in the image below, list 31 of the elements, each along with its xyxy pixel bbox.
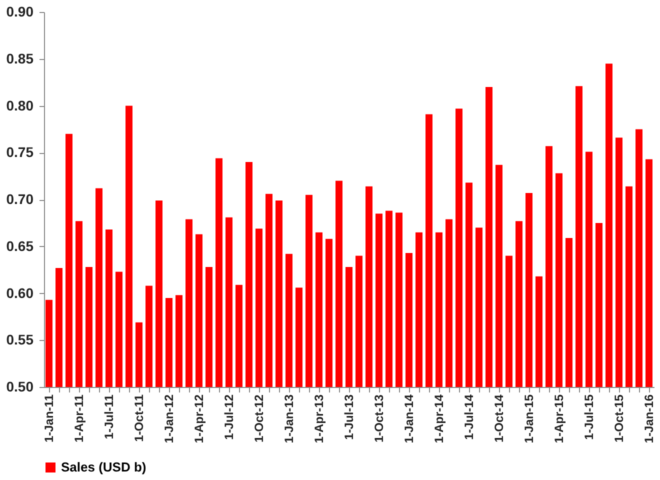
y-tick-label: 0.75 <box>6 144 34 160</box>
x-tick-label: 1-Jul-11 <box>102 394 116 440</box>
x-tick-label: 1-Apr-12 <box>192 394 206 444</box>
x-tick-label: 1-Jan-11 <box>42 394 56 443</box>
x-tick-label: 1-Jul-14 <box>462 394 476 440</box>
x-tick-label: 1-Jan-16 <box>642 394 656 444</box>
x-tick-label: 1-Jan-12 <box>162 394 176 444</box>
x-tick-label: 1-Oct-12 <box>252 394 266 443</box>
y-tick-label: 0.80 <box>6 97 34 114</box>
y-tick-label: 0.65 <box>6 238 34 254</box>
y-tick-label: 0.70 <box>6 191 34 207</box>
x-tick-label: 1-Apr-13 <box>312 394 326 444</box>
x-tick-label: 1-Apr-15 <box>552 394 566 444</box>
x-tick-label: 1-Jul-13 <box>342 394 356 440</box>
x-tick-label: 1-Jan-13 <box>282 394 296 444</box>
legend-label: Sales (USD b) <box>61 460 146 474</box>
x-tick-label: 1-Jan-15 <box>522 394 536 444</box>
x-tick-label: 1-Oct-13 <box>372 394 386 443</box>
x-tick-label: 1-Oct-14 <box>492 394 506 443</box>
x-tick-label: 1-Oct-15 <box>612 394 626 443</box>
y-tick-label: 0.85 <box>6 50 34 66</box>
y-tick-label: 0.50 <box>6 378 34 394</box>
x-tick-label: 1-Jul-12 <box>222 394 236 440</box>
x-tick-label: 1-Oct-11 <box>132 394 146 442</box>
x-tick-label: 1-Apr-14 <box>432 394 446 444</box>
y-tick-label: 0.60 <box>6 284 34 301</box>
x-tick-label: 1-Jul-15 <box>582 394 596 440</box>
y-tick-label: 0.90 <box>6 4 34 20</box>
x-tick-label: 1-Apr-11 <box>72 394 86 443</box>
y-tick-label: 0.55 <box>6 332 34 348</box>
x-tick-label: 1-Jan-14 <box>402 394 416 444</box>
